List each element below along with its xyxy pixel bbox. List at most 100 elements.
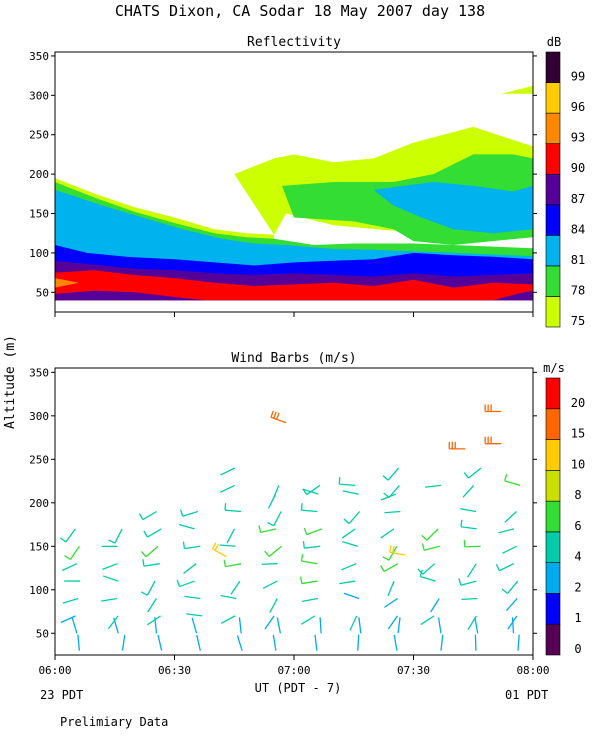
wind-barb bbox=[183, 542, 200, 549]
wind-barb-flag bbox=[271, 411, 273, 418]
wind-barb-flag bbox=[411, 347, 416, 351]
wind-barb bbox=[468, 616, 476, 630]
wind-barb-staff bbox=[388, 468, 398, 480]
wind-barb-staff bbox=[388, 581, 394, 596]
colorbar-label: 78 bbox=[571, 283, 585, 297]
wind-barb bbox=[421, 616, 434, 625]
wind-barb bbox=[301, 577, 318, 584]
wind-barb bbox=[381, 564, 398, 572]
wind-barb bbox=[139, 512, 156, 520]
colorbar-label: 1 bbox=[574, 611, 581, 625]
panel-title: Wind Barbs (m/s) bbox=[231, 351, 356, 366]
wind-barb bbox=[422, 543, 439, 550]
wind-barb-staff bbox=[468, 616, 476, 630]
wind-barb bbox=[341, 564, 356, 570]
wind-barb bbox=[143, 559, 160, 566]
wind-barb bbox=[342, 529, 355, 538]
wind-barb-flag bbox=[224, 560, 225, 567]
wind-barb-staff bbox=[147, 616, 160, 625]
wind-barb-staff bbox=[103, 576, 118, 581]
wind-barb bbox=[220, 468, 234, 475]
wind-barb-flag bbox=[422, 543, 424, 550]
wind-barb-staff bbox=[302, 581, 318, 583]
wind-barb bbox=[418, 564, 435, 575]
wind-barb-staff bbox=[277, 618, 280, 634]
wind-barb bbox=[192, 618, 196, 633]
wind-barb bbox=[463, 485, 474, 497]
wind-barb-staff bbox=[186, 614, 202, 616]
wind-barb bbox=[301, 503, 317, 511]
wind-barb bbox=[485, 404, 501, 411]
wind-barb-staff bbox=[384, 564, 398, 572]
colorbar-swatch bbox=[546, 83, 560, 114]
panel-reflectivity: Reflectivity5010015020025030035075788184… bbox=[29, 35, 585, 328]
x-tick-label: 06:30 bbox=[158, 664, 191, 677]
colorbar-label: 2 bbox=[574, 580, 581, 594]
wind-barb bbox=[498, 529, 514, 533]
wind-barb-staff bbox=[220, 545, 236, 546]
wind-barb-flag bbox=[390, 545, 391, 552]
wind-barb bbox=[320, 617, 321, 633]
colorbar-swatch bbox=[546, 409, 560, 440]
wind-barb-staff bbox=[144, 564, 160, 566]
wind-barb-staff bbox=[518, 635, 519, 651]
wind-barb-staff bbox=[148, 598, 157, 612]
wind-barb-staff bbox=[261, 529, 277, 532]
wind-barb-staff bbox=[221, 616, 235, 623]
wind-barb bbox=[271, 411, 286, 423]
colorbar-swatch bbox=[546, 378, 560, 409]
wind-barb bbox=[273, 485, 279, 500]
wind-barb-staff bbox=[183, 564, 196, 574]
wind-barb-flag bbox=[459, 578, 461, 585]
wind-barb-flag bbox=[301, 577, 302, 584]
wind-barb bbox=[425, 485, 441, 487]
wind-barb bbox=[103, 576, 118, 581]
wind-barb-flag bbox=[301, 503, 302, 510]
wind-barb-staff bbox=[220, 485, 234, 492]
wind-barb bbox=[502, 581, 518, 593]
y-tick-label: 250 bbox=[29, 453, 49, 466]
wind-barb bbox=[422, 529, 438, 540]
wind-barb-staff bbox=[394, 635, 397, 651]
y-tick-label: 350 bbox=[29, 50, 49, 63]
wind-barb bbox=[518, 635, 519, 651]
wind-barb bbox=[505, 474, 520, 485]
wind-barb bbox=[186, 614, 202, 616]
wind-barb-staff bbox=[469, 468, 481, 478]
wind-barb bbox=[102, 564, 117, 570]
wind-barb-staff bbox=[388, 616, 397, 629]
colorbar-swatch bbox=[546, 563, 560, 594]
colorbar-label: 10 bbox=[571, 457, 585, 471]
wind-barb bbox=[122, 635, 124, 651]
wind-barb-staff bbox=[273, 635, 276, 651]
wind-barb-staff bbox=[237, 635, 242, 650]
x-axis-label: UT (PDT - 7) bbox=[255, 681, 342, 695]
wind-barb-staff bbox=[339, 581, 355, 584]
wind-barb-staff bbox=[389, 485, 399, 497]
y-tick-label: 100 bbox=[29, 247, 49, 260]
wind-barb bbox=[464, 468, 481, 478]
wind-barb bbox=[62, 564, 76, 571]
wind-barb bbox=[177, 580, 194, 587]
wind-barb-flag bbox=[381, 565, 384, 571]
wind-barb-staff bbox=[468, 564, 477, 577]
wind-barb-flag bbox=[301, 554, 302, 561]
wind-barb-flag bbox=[415, 351, 420, 355]
colorbar-label: 96 bbox=[571, 100, 585, 114]
wind-barb-staff bbox=[315, 635, 317, 651]
wind-barb bbox=[101, 598, 117, 601]
wind-barb-staff bbox=[507, 598, 518, 610]
wind-barb-staff bbox=[342, 529, 355, 538]
colorbar-swatch bbox=[546, 470, 560, 501]
wind-barb bbox=[268, 512, 281, 526]
wind-barb-staff bbox=[122, 635, 124, 651]
wind-barb-staff bbox=[341, 564, 356, 570]
wind-barb-staff bbox=[70, 546, 79, 559]
wind-barb-flag bbox=[141, 551, 146, 556]
colorbar-label: 6 bbox=[574, 519, 581, 533]
colorbar-label: 90 bbox=[571, 161, 585, 175]
wind-barb-staff bbox=[384, 512, 400, 513]
wind-barb bbox=[468, 564, 477, 577]
wind-barb bbox=[475, 617, 478, 633]
y-tick-label: 250 bbox=[29, 129, 49, 142]
